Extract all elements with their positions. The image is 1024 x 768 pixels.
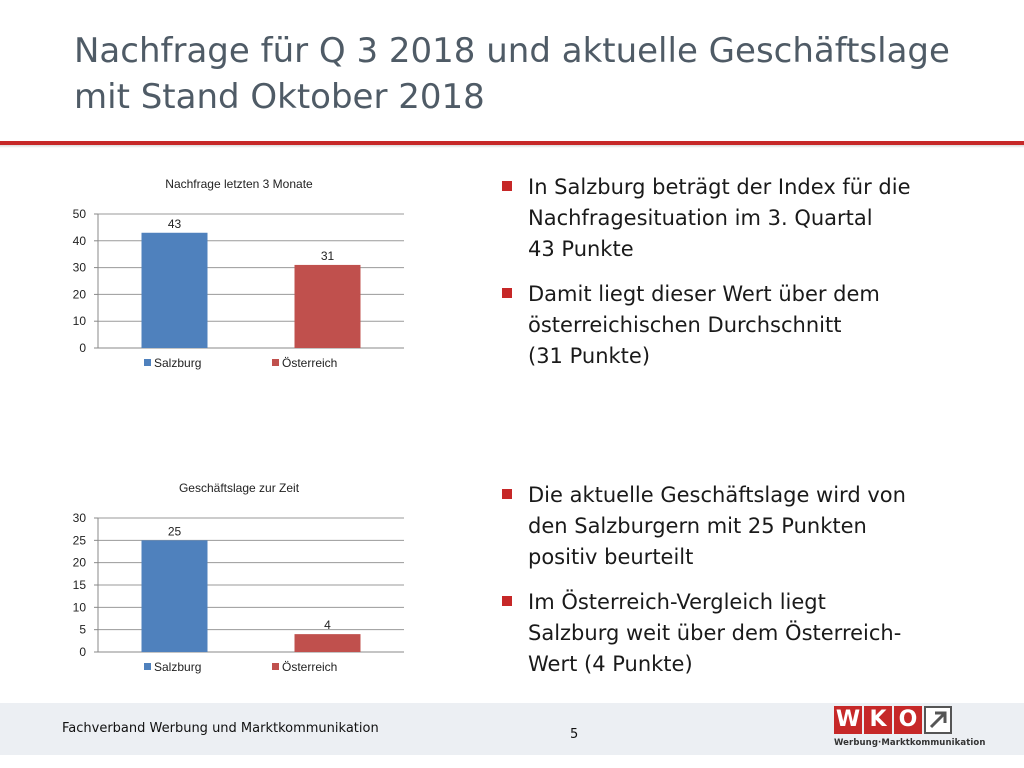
y-tick-label: 0 <box>79 341 86 355</box>
bullet-line: den Salzburgern mit 25 Punkten <box>528 514 867 538</box>
slide-title: Nachfrage für Q 3 2018 und aktuelle Gesc… <box>74 28 1004 120</box>
logo-letter: K <box>864 706 892 734</box>
bullet-item: Damit liegt dieser Wert über dem österre… <box>500 279 970 372</box>
arrow-icon <box>924 706 952 734</box>
logo-subtitle: Werbung·Marktkommunikation <box>834 738 986 748</box>
bullet-line: österreichischen Durchschnitt <box>528 313 842 337</box>
logo-letter-boxes: W K O <box>834 706 952 734</box>
bullet-line: Salzburg weit über dem Österreich- <box>528 621 902 645</box>
bar <box>294 264 361 348</box>
bar <box>141 540 208 652</box>
y-tick-label: 40 <box>73 234 87 248</box>
bullet-line: In Salzburg beträgt der Index für die <box>528 175 911 199</box>
bullet-line: Nachfragesituation im 3. Quartal <box>528 206 873 230</box>
bullet-line: Die aktuelle Geschäftslage wird von <box>528 483 906 507</box>
title-divider-shadow <box>0 145 1024 148</box>
page-number: 5 <box>570 727 579 742</box>
bullet-line: positiv beurteilt <box>528 545 694 569</box>
y-tick-label: 5 <box>79 623 86 637</box>
legend-label: Österreich <box>282 356 337 370</box>
y-tick-label: 30 <box>73 261 87 275</box>
bullet-line: Damit liegt dieser Wert über dem <box>528 282 880 306</box>
y-tick-label: 0 <box>79 645 86 659</box>
bar <box>294 634 361 652</box>
y-tick-label: 10 <box>73 600 87 614</box>
title-divider <box>0 141 1024 145</box>
legend-label: Salzburg <box>154 356 201 370</box>
data-label: 43 <box>168 217 182 231</box>
wko-logo: W K O Werbung·Marktkommunikation <box>834 706 985 752</box>
chart-title: Geschäftslage zur Zeit <box>179 481 300 495</box>
data-label: 25 <box>168 524 182 538</box>
slide-title-line-2: mit Stand Oktober 2018 <box>74 77 485 117</box>
bullet-line: Im Österreich-Vergleich liegt <box>528 590 826 614</box>
bullet-line: Wert (4 Punkte) <box>528 652 693 676</box>
logo-letter: O <box>894 706 922 734</box>
chart-geschaeftslage: Geschäftslage zur Zeit 0 5 10 15 20 25 30 25 4 Sal… <box>52 476 412 676</box>
footer-organization: Fachverband Werbung und Marktkommunikati… <box>62 721 379 736</box>
bullet-square-icon <box>502 181 512 191</box>
y-tick-label: 20 <box>73 287 87 301</box>
bar <box>141 232 208 348</box>
bullet-list-upper: In Salzburg beträgt der Index für die Na… <box>500 172 970 386</box>
legend-swatch <box>272 359 279 366</box>
y-tick-label: 20 <box>73 556 87 570</box>
logo-letter: W <box>834 706 862 734</box>
bullet-square-icon <box>502 596 512 606</box>
bullet-line: 43 Punkte <box>528 237 634 261</box>
legend-swatch <box>272 663 279 670</box>
legend-swatch <box>144 663 151 670</box>
legend-label: Österreich <box>282 660 337 674</box>
y-tick-label: 10 <box>73 314 87 328</box>
chart-title: Nachfrage letzten 3 Monate <box>165 177 313 191</box>
y-tick-label: 30 <box>73 511 87 525</box>
chart-nachfrage: Nachfrage letzten 3 Monate 0 10 20 30 40 50 43 3… <box>52 172 412 372</box>
bullet-square-icon <box>502 288 512 298</box>
y-tick-label: 25 <box>73 533 87 547</box>
data-label: 4 <box>324 618 331 632</box>
bullet-item: In Salzburg beträgt der Index für die Na… <box>500 172 970 265</box>
data-label: 31 <box>321 249 335 263</box>
y-tick-label: 50 <box>73 207 87 221</box>
bullet-square-icon <box>502 489 512 499</box>
legend-swatch <box>144 359 151 366</box>
bullet-line: (31 Punkte) <box>528 344 651 368</box>
bullet-item: Die aktuelle Geschäftslage wird von den … <box>500 480 970 573</box>
y-tick-label: 15 <box>73 578 87 592</box>
slide-title-line-1: Nachfrage für Q 3 2018 und aktuelle Gesc… <box>74 31 950 71</box>
bullet-item: Im Österreich-Vergleich liegt Salzburg w… <box>500 587 970 680</box>
bullet-list-lower: Die aktuelle Geschäftslage wird von den … <box>500 480 970 694</box>
legend-label: Salzburg <box>154 660 201 674</box>
